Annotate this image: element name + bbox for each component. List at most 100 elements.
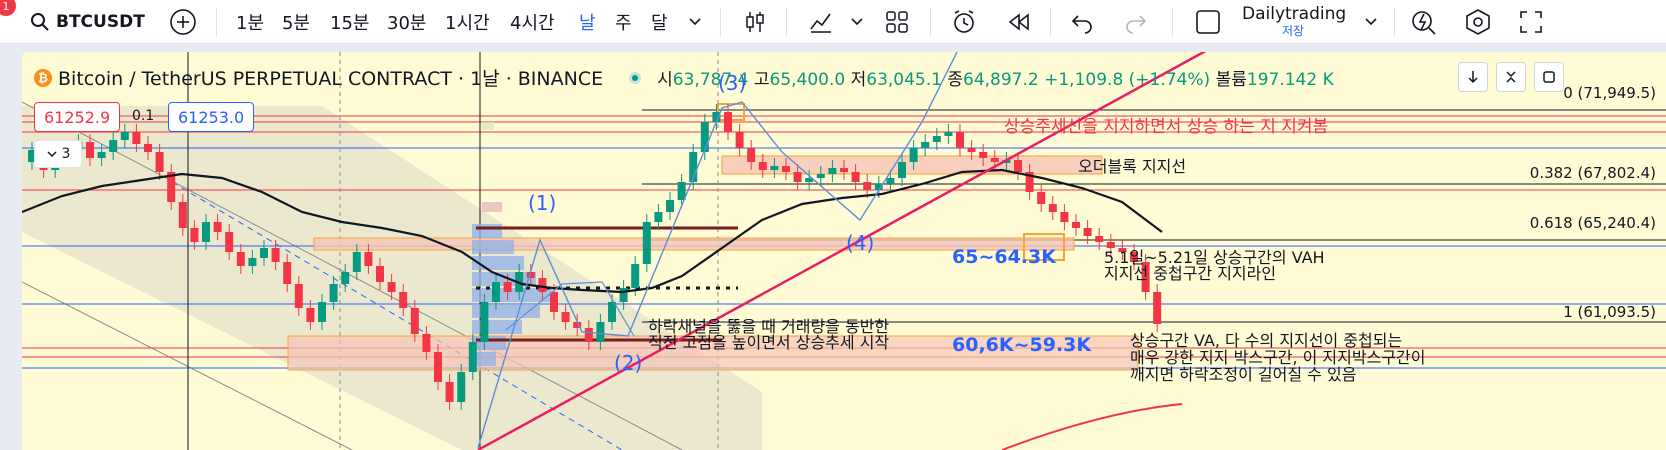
candle-body (318, 302, 326, 322)
annotation-breakout-1: 하락채널을 뚫을 때 거래량을 동반한 (648, 317, 890, 336)
legend-title[interactable]: Bitcoin / TetherUS PERPETUAL CONTRACT · … (58, 68, 604, 90)
candle-body (979, 152, 988, 158)
candle-body (294, 284, 303, 308)
layout-dropdown[interactable] (1364, 0, 1378, 44)
toolbar-separator (720, 8, 721, 36)
interval-day[interactable]: 날 (579, 13, 596, 34)
market-open-icon (629, 71, 642, 84)
candle-body (225, 232, 234, 252)
redo-button[interactable] (1124, 0, 1148, 44)
candle-body (387, 282, 396, 292)
chart-type-button[interactable] (742, 0, 768, 44)
quick-search-button[interactable] (1410, 0, 1438, 44)
candle-body (457, 372, 466, 402)
candle-body (898, 162, 906, 178)
interval-15m[interactable]: 15분 (330, 13, 370, 34)
toolbar-separator (1050, 8, 1051, 36)
candle-body (677, 182, 686, 200)
symbol-label: BTCUSDT (56, 12, 145, 32)
interval-5m[interactable]: 5분 (282, 13, 311, 34)
collapse-pane-button[interactable] (1496, 62, 1526, 92)
chart-canvas[interactable] (22, 52, 1666, 450)
buy-button[interactable]: 61253.0 (168, 102, 255, 132)
candle-body (909, 148, 918, 162)
moving-average (22, 168, 1163, 294)
candle-body (735, 132, 744, 148)
candle-body (561, 312, 570, 322)
alert-button[interactable] (950, 0, 978, 44)
chevron-down-icon (1365, 18, 1377, 26)
search-icon (31, 13, 49, 31)
uptrend-line (477, 52, 1207, 450)
candle-body (619, 288, 628, 302)
candle-body (1048, 204, 1057, 212)
lightning-icon (1412, 11, 1436, 35)
candle-body (190, 228, 199, 242)
candle-body (932, 136, 941, 142)
candle-body (155, 152, 164, 172)
candle-body (1072, 222, 1080, 228)
candle-body (28, 150, 36, 162)
sell-button[interactable]: 61252.9 (34, 102, 121, 132)
layouts-button[interactable] (884, 0, 910, 44)
candle-body (97, 152, 106, 158)
candle-body (584, 328, 593, 342)
undo-button[interactable] (1070, 0, 1094, 44)
candle-body (642, 222, 651, 264)
interval-30m[interactable]: 30분 (387, 13, 427, 34)
replay-button[interactable] (1006, 0, 1032, 44)
toolbar-separator (1172, 8, 1173, 36)
layout-status: 저장 (1282, 24, 1305, 38)
layout-name[interactable]: Dailytrading (1242, 4, 1347, 24)
candle-body (109, 140, 118, 152)
settings-hex-icon (1466, 9, 1490, 35)
indicators-dropdown[interactable] (850, 0, 864, 44)
candle-body (480, 302, 489, 342)
candle-body (1083, 228, 1092, 236)
candle-body (248, 258, 257, 266)
settings-button[interactable] (1464, 0, 1492, 44)
interval-month[interactable]: 달 (651, 13, 668, 34)
undo-icon (1071, 15, 1092, 34)
candle-body (770, 166, 779, 170)
interval-dropdown[interactable] (688, 0, 702, 44)
candle-body (1130, 252, 1138, 262)
candle-body (1106, 242, 1115, 248)
candle-body (666, 200, 674, 212)
candle-body (468, 342, 477, 372)
interval-4h[interactable]: 4시간 (510, 13, 555, 34)
scroll-down-button[interactable] (1458, 62, 1488, 92)
indicators-count: 3 (61, 146, 71, 162)
maximize-pane-button[interactable] (1534, 62, 1564, 92)
indicators-collapse-button[interactable]: 3 (34, 140, 82, 168)
interval-week[interactable]: 주 (615, 13, 632, 34)
compare-button[interactable] (168, 0, 198, 44)
chevron-down-icon (47, 151, 57, 158)
candle-body (1118, 248, 1127, 252)
annotation-wave-3: (3) (718, 71, 747, 95)
layout-select-checkbox[interactable] (1194, 0, 1222, 44)
candle-body (236, 252, 245, 266)
candle-body (434, 352, 442, 382)
candle-body (828, 168, 837, 174)
candle-body (1014, 160, 1022, 172)
indicators-button[interactable] (808, 0, 834, 44)
candle-body (573, 322, 582, 328)
symbol-search[interactable]: BTCUSDT (30, 0, 145, 44)
maximize-icon (1543, 71, 1555, 83)
interval-1h[interactable]: 1시간 (445, 13, 490, 34)
candle-body (341, 272, 350, 284)
candle-body (271, 248, 280, 262)
fib-label-0618: 0.618 (65,240.4) (1529, 214, 1656, 232)
annotation-box-1: 상승구간 VA, 다 수의 지지선이 중첩되는 (1130, 331, 1403, 350)
annotation-vah-1: 5.1일~5.21일 상승구간의 VAH (1104, 248, 1325, 267)
candle-body (782, 166, 790, 172)
fullscreen-button[interactable] (1518, 0, 1544, 44)
chart-pane[interactable]: ₿ Bitcoin / TetherUS PERPETUAL CONTRACT … (22, 52, 1666, 450)
interval-1m[interactable]: 1분 (236, 13, 265, 34)
candle-body (120, 132, 129, 140)
chevron-down-icon (689, 18, 701, 26)
annotation-trend-support: 상승주세선을 지지하면서 상승 하는 지 지켜봄 (1004, 117, 1329, 137)
notification-badge[interactable]: 1 (0, 0, 16, 16)
fib-label-0382: 0.382 (67,802.4) (1529, 164, 1656, 182)
